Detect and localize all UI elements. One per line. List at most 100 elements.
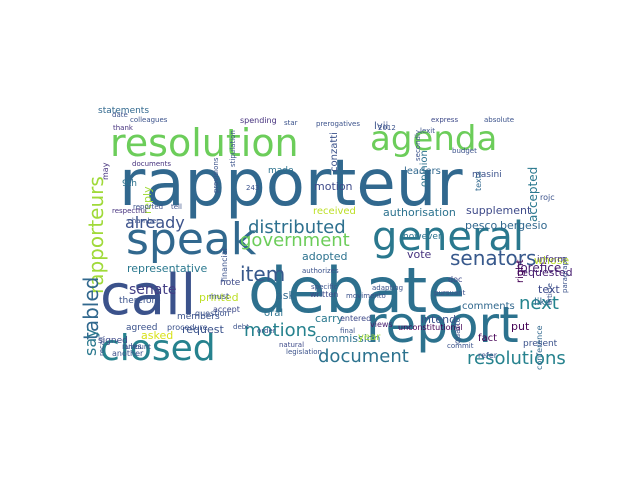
word-statements: statements — [98, 106, 149, 116]
word-order: order — [257, 327, 276, 335]
word-resolution: resolution — [110, 121, 299, 165]
word-adopted: adopted — [302, 250, 348, 263]
word-reply: reply — [141, 186, 154, 214]
word-rapporteur: rapporteur — [119, 147, 463, 221]
word-rapporteurs: rapporteurs — [84, 176, 108, 294]
word-debt: debt — [233, 323, 249, 331]
word-article: article — [546, 283, 554, 305]
word-closed: closed — [100, 328, 216, 369]
word-documents: documents — [132, 160, 171, 168]
word-year: year — [358, 332, 381, 343]
word-another: another — [112, 349, 144, 358]
word-whose: whose — [534, 254, 569, 267]
word-paragraph: paragraph — [561, 257, 569, 293]
word-general: general — [372, 214, 524, 260]
word-leaders: leaders — [404, 166, 441, 177]
word-procedure: procedure — [167, 323, 208, 332]
word-senate: senate — [129, 282, 176, 298]
word-secondly: secondly — [414, 130, 422, 161]
word-made: made — [268, 166, 294, 176]
word-reported: reported — [133, 203, 163, 211]
word-accepted: accepted — [526, 167, 540, 222]
word-note: note — [220, 278, 241, 288]
word-chamber: chamber — [128, 217, 159, 225]
word-fact: fact — [478, 333, 497, 344]
word-specific: specific — [311, 283, 338, 291]
word-say: say — [81, 328, 100, 356]
word-asked: asked — [141, 329, 173, 342]
word-thank: thank — [113, 124, 134, 132]
word-colleagues: colleagues — [130, 116, 168, 124]
word-printed: printed — [199, 291, 239, 304]
word-commission: commission — [315, 332, 381, 345]
word-report: report — [366, 296, 519, 354]
word-authorisation: authorisation — [383, 206, 456, 219]
word-put: put — [511, 320, 530, 333]
word-right: right — [515, 259, 526, 283]
word-authorizes: authorizes — [302, 267, 339, 275]
word-provisions: provisions — [212, 157, 220, 193]
word-tell: tell — [171, 203, 182, 211]
word-signed: signed — [98, 336, 128, 346]
word-budget: budget — [452, 147, 477, 155]
word-pursuant: pursuant — [434, 289, 466, 297]
word-date: date — [112, 111, 128, 119]
word-refer: refer — [478, 351, 498, 360]
word-carry: carry — [315, 312, 344, 325]
word-movimento: movimento — [346, 292, 386, 300]
word-rules: rules — [122, 342, 142, 351]
word-vote: vote — [407, 248, 432, 261]
word-motions: motions — [244, 320, 316, 341]
word-absolute: absolute — [484, 116, 514, 124]
word-resolutions: resolutions — [467, 348, 566, 369]
word-distributed: distributed — [248, 217, 346, 238]
word-lexit: lexit — [420, 127, 435, 135]
word-views: views — [370, 320, 393, 329]
word-debate: debate — [248, 254, 465, 327]
word-cloud-words: rapporteur debate call report speak resolutio… — [79, 106, 573, 370]
word-financial: financial — [220, 248, 229, 282]
word-bergesio: bergesio — [500, 219, 548, 232]
word-motion: motion — [314, 180, 353, 193]
word-accept: accept — [213, 305, 240, 314]
word-2012: 2012 — [378, 124, 396, 132]
word-question: question — [195, 309, 230, 318]
word-express: express — [431, 116, 458, 124]
word-ask: ask — [276, 289, 295, 302]
word-opinion: opinion — [419, 150, 430, 187]
word-speak: speak — [126, 214, 257, 265]
word-243: 243 — [246, 184, 259, 192]
word-masini: masini — [472, 170, 502, 180]
word-texts: texts — [474, 171, 483, 191]
word-9th: 9th — [122, 179, 137, 189]
word-oral: oral — [264, 308, 283, 319]
word-received: received — [313, 206, 356, 217]
word-respectful: respectful — [112, 207, 147, 215]
word-intend: intend — [421, 313, 456, 326]
word-comments: comments — [462, 301, 515, 312]
word-rojc: rojc — [540, 193, 555, 202]
word-final: final — [340, 327, 355, 335]
word-inform: inform — [537, 255, 566, 265]
word-unconstitutional: unconstitutional — [398, 323, 463, 332]
word-legislation: legislation — [286, 348, 322, 356]
word-prerogatives: prerogatives — [316, 120, 360, 128]
word-members: members — [177, 312, 220, 322]
word-requested: requested — [517, 266, 573, 279]
word-entered: entered — [340, 314, 371, 323]
word-adapting: adapting — [372, 284, 403, 292]
word-already: already — [125, 213, 185, 232]
word-star: star — [284, 119, 298, 127]
word-document: document — [318, 346, 409, 367]
word-spending: spending — [240, 116, 277, 125]
word-text: text — [538, 283, 560, 296]
word-tabled: tabled — [79, 277, 103, 340]
word-lorefice: lorefice — [517, 261, 561, 275]
word-supplement: supplement — [466, 204, 532, 217]
word-recall: recall — [98, 337, 106, 356]
word-amount: amount — [124, 343, 151, 351]
word-government: government — [240, 230, 350, 251]
word-natural: natural — [279, 341, 304, 349]
word-therefore: therefore — [119, 296, 161, 306]
